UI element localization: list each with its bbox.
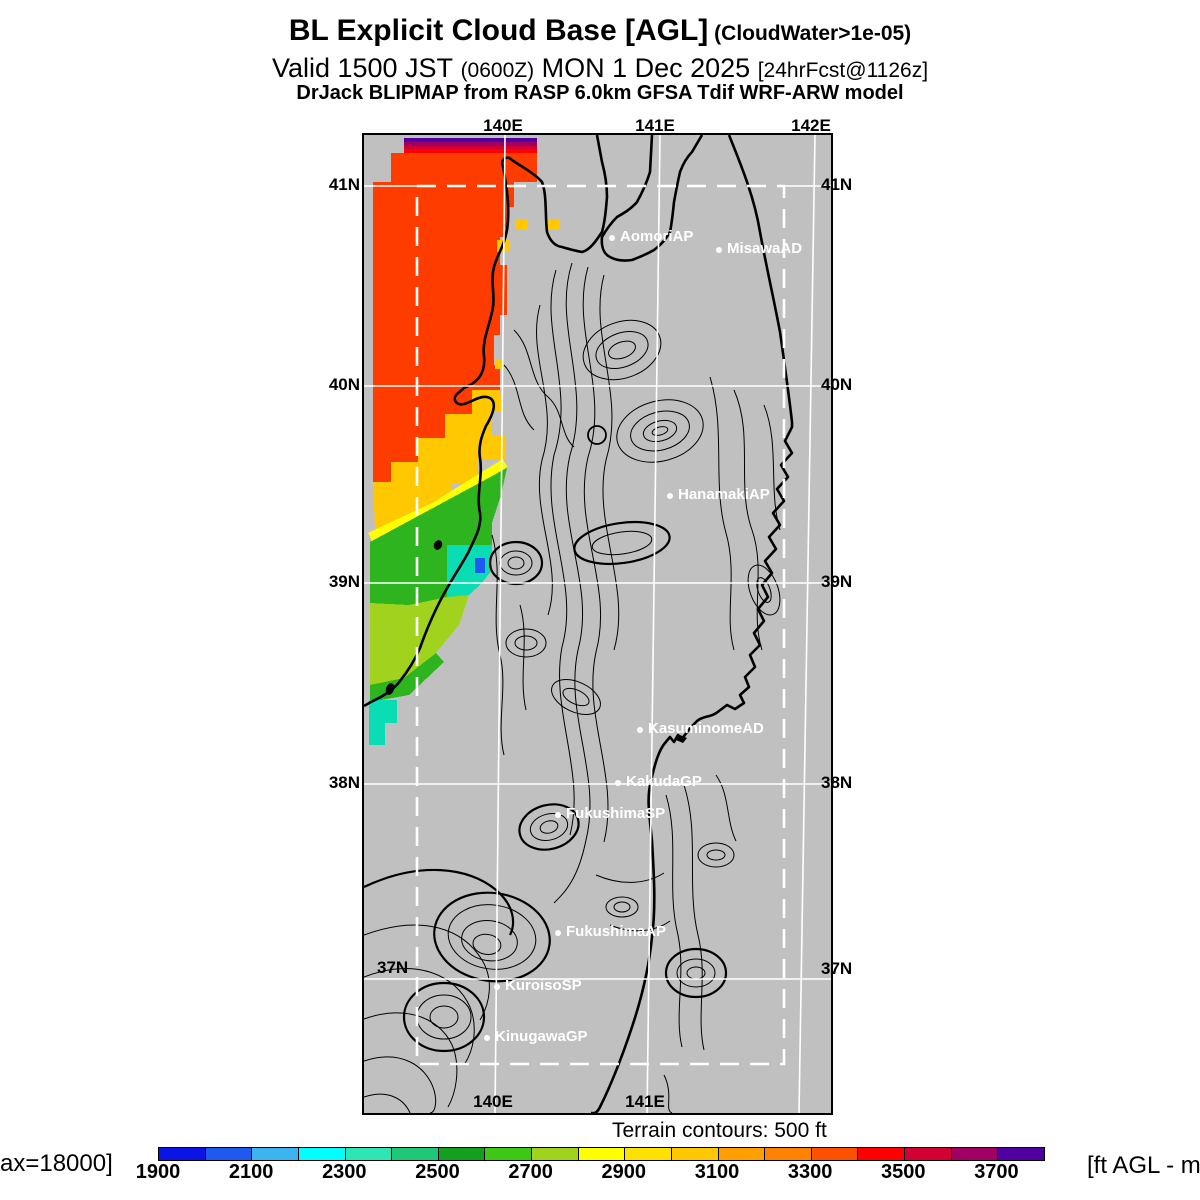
colorbar-tick-2900: 2900 bbox=[601, 1161, 647, 1183]
model-domain-outline bbox=[415, 184, 786, 1066]
colorbar-cell-0 bbox=[159, 1148, 206, 1160]
colorbar-tick-3700: 3700 bbox=[974, 1161, 1019, 1183]
station-label: FukushimaSP bbox=[566, 805, 666, 822]
colorbar-cell-14 bbox=[811, 1148, 859, 1160]
map-area bbox=[362, 133, 833, 1115]
station-dot bbox=[667, 493, 673, 499]
model-line: DrJack BLIPMAP from RASP 6.0km GFSA Tdif… bbox=[296, 82, 904, 104]
lat-label-right-39n: 39N bbox=[821, 572, 853, 591]
colorbar-cell-1 bbox=[205, 1148, 253, 1160]
lat-label-right-41n: 41N bbox=[821, 175, 853, 194]
islands bbox=[385, 540, 687, 743]
station-dot bbox=[615, 780, 621, 786]
page-title: BL Explicit Cloud Base [AGL] (CloudWater… bbox=[0, 14, 1200, 48]
colorbar-max-label: ax=18000] bbox=[0, 1150, 113, 1177]
terrain-contours bbox=[364, 262, 781, 1113]
lat-label-37n-inner: 37N bbox=[377, 958, 409, 977]
lat-label-left-41n: 41N bbox=[328, 175, 360, 194]
title-main: BL Explicit Cloud Base [AGL] bbox=[288, 14, 709, 47]
colorbar-cell-6 bbox=[438, 1148, 486, 1160]
colorbar-cell-5 bbox=[392, 1148, 439, 1160]
station-label: KakudaGP bbox=[626, 773, 702, 790]
station-label: KinugawaGP bbox=[495, 1028, 588, 1045]
colorbar-units-label: [ft AGL - m bbox=[1087, 1152, 1200, 1179]
colorbar-cell-13 bbox=[765, 1148, 812, 1160]
station-dot bbox=[494, 984, 500, 990]
colorbar-tick-3500: 3500 bbox=[881, 1161, 926, 1183]
station-label: AomoriAP bbox=[620, 228, 694, 245]
graticule bbox=[364, 135, 831, 1113]
colorbar-tick-2700: 2700 bbox=[508, 1161, 553, 1183]
colorbar-cell-17 bbox=[951, 1148, 999, 1160]
colorbar-tick-1900: 1900 bbox=[135, 1161, 181, 1183]
station-label: KasuminomeAD bbox=[648, 720, 764, 737]
colorbar-cell-11 bbox=[671, 1148, 719, 1160]
terrain-note: Terrain contours: 500 ft bbox=[612, 1119, 827, 1142]
valid-line: Valid 1500 JST (0600Z) MON 1 Dec 2025 [2… bbox=[0, 53, 1200, 84]
station-label: FukushimaAP bbox=[566, 923, 667, 940]
colorbar-tick-2500: 2500 bbox=[415, 1161, 460, 1183]
station-label: KuroisoSP bbox=[505, 977, 582, 994]
colorbar-tick-2300: 2300 bbox=[322, 1161, 367, 1183]
map-canvas bbox=[364, 135, 831, 1113]
colorbar-cell-18 bbox=[998, 1148, 1044, 1160]
lon-label-top-142e: 142E bbox=[791, 116, 831, 135]
station-dot bbox=[555, 930, 561, 936]
station-dot bbox=[484, 1035, 490, 1041]
lat-label-left-40n: 40N bbox=[328, 375, 360, 394]
colorbar-cell-8 bbox=[532, 1148, 579, 1160]
station-dot bbox=[555, 812, 561, 818]
lon-label-bottom-140e: 140E bbox=[473, 1092, 513, 1111]
station-label: HanamakiAP bbox=[678, 486, 770, 503]
lat-label-left-39n: 39N bbox=[328, 572, 360, 591]
colorbar-tick-3300: 3300 bbox=[787, 1161, 833, 1183]
colorbar-tick-2100: 2100 bbox=[228, 1161, 274, 1183]
meridian-140e bbox=[494, 135, 506, 1113]
lon-label-bottom-141e: 141E bbox=[625, 1092, 665, 1111]
colorbar-cell-9 bbox=[578, 1148, 626, 1160]
colorbar-cell-2 bbox=[252, 1148, 299, 1160]
valid-utc: (0600Z) bbox=[460, 59, 535, 82]
colorbar-cell-3 bbox=[298, 1148, 346, 1160]
colorbar-tick-3100: 3100 bbox=[694, 1161, 740, 1183]
cloudbase-field bbox=[368, 138, 560, 745]
terrain-contours-bold bbox=[364, 425, 728, 1053]
colorbar-cell-10 bbox=[625, 1148, 672, 1160]
title-qualifier: (CloudWater>1e-05) bbox=[714, 22, 912, 45]
meridian-142e bbox=[798, 135, 816, 1113]
meridian-141e bbox=[646, 135, 661, 1113]
colorbar-cell-12 bbox=[718, 1148, 766, 1160]
lat-label-right-37n: 37N bbox=[821, 959, 853, 978]
station-dot bbox=[609, 235, 615, 241]
valid-date: MON 1 Dec 2025 bbox=[541, 53, 751, 83]
colorbar-cell-16 bbox=[905, 1148, 952, 1160]
lat-label-left-38n: 38N bbox=[328, 773, 360, 792]
lon-label-top-141e: 141E bbox=[635, 116, 675, 135]
station-label: MisawaAD bbox=[727, 240, 803, 257]
lat-label-right-38n: 38N bbox=[821, 773, 853, 792]
forecast-cycle: [24hrFcst@1126z] bbox=[757, 59, 929, 82]
station-dot bbox=[637, 727, 643, 733]
valid-time: Valid 1500 JST bbox=[271, 53, 454, 83]
colorbar-cell-4 bbox=[345, 1148, 393, 1160]
coastline bbox=[364, 135, 794, 1113]
colorbar-cell-7 bbox=[485, 1148, 532, 1160]
lat-label-right-40n: 40N bbox=[821, 375, 853, 394]
station-dot bbox=[716, 247, 722, 253]
colorbar bbox=[158, 1147, 1045, 1161]
lon-label-top-140e: 140E bbox=[483, 116, 523, 135]
colorbar-cell-15 bbox=[858, 1148, 905, 1160]
